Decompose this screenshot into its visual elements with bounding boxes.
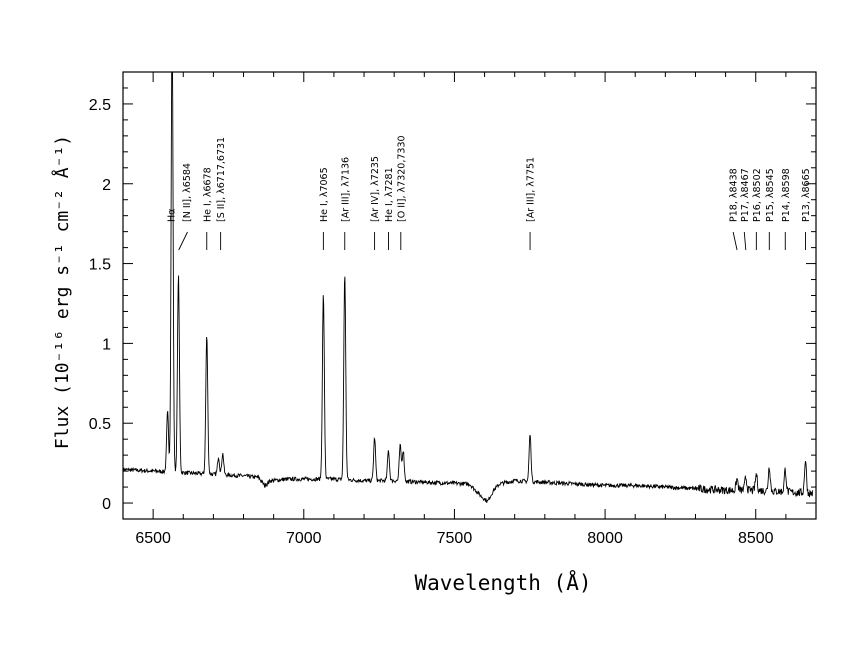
line-annotation: [Ar III], λ7751 [526,157,537,250]
line-annotation-label: [O II], λ7320,7330 [396,135,407,222]
y-tick-label: 0 [102,496,111,513]
y-tick-label: 1 [102,336,111,353]
line-annotation: He I, λ7065 [319,167,330,250]
line-annotation-label: He I, λ6678 [202,167,213,222]
line-annotation: [Ar III], λ7136 [340,157,351,250]
line-annotation-label: P17, λ8467 [740,168,751,222]
line-annotation: P16, λ8502 [752,168,763,250]
line-annotation-label: [N II], λ6584 [182,163,193,222]
y-tick-label: 2 [102,177,111,194]
x-tick-label: 7000 [286,530,322,547]
line-annotation-label: [Ar III], λ7136 [340,157,351,222]
plot-frame [122,71,817,520]
line-annotation: P14, λ8598 [781,168,792,250]
line-annotation: P18, λ8438 [729,168,740,251]
line-annotation: [Ar IV], λ7235 [370,156,381,250]
line-annotation-label: He I, λ7281 [384,167,395,222]
y-tick-label: 1.5 [89,257,111,274]
line-annotation: Hα [167,209,178,222]
y-tick-label: 2.5 [89,97,111,114]
line-annotation-label: P18, λ8438 [729,168,740,222]
y-tick-label: 0.5 [89,416,111,433]
x-tick-label: 6500 [135,530,171,547]
line-annotation-label: [Ar III], λ7751 [526,157,537,222]
line-annotation-label: P14, λ8598 [781,168,792,222]
x-tick-label: 8000 [587,530,623,547]
line-annotation-label: P13, λ8665 [801,168,812,222]
line-annotation: P17, λ8467 [740,168,751,251]
line-annotation-label: Hα [167,209,178,222]
line-annotation-label: P16, λ8502 [752,168,763,222]
line-annotation-tick [178,231,188,251]
line-annotation-label: [Ar IV], λ7235 [370,156,381,222]
line-annotation-tick [743,231,747,251]
line-annotation: [O II], λ7320,7330 [396,135,407,250]
line-annotation: P13, λ8665 [801,168,812,250]
line-annotation-tick [732,231,738,251]
axis-ticks [122,71,817,520]
line-annotation: [N II], λ6584 [178,163,193,251]
line-annotations: Hα [N II], λ6584 He I, λ6678 [S II], λ6717,… [167,135,812,251]
axis-tick-labels: 6500 7000 7500 8000 8500 0 0.5 1 1.5 2 2.5 [89,97,774,547]
x-tick-label: 7500 [437,530,473,547]
spectrum-line [123,72,814,504]
line-annotation: He I, λ7281 [384,167,395,250]
y-axis-label: Flux (10⁻¹⁶ erg s⁻¹ cm⁻² Å⁻¹) [51,135,73,449]
x-axis-label: Wavelength (Å) [414,569,591,595]
line-annotation-label: He I, λ7065 [319,167,330,222]
x-tick-label: 8500 [738,530,774,547]
line-annotation: He I, λ6678 [202,167,213,250]
line-annotation: [S II], λ6717,6731 [216,137,227,250]
line-annotation-label: P15, λ8545 [765,168,776,222]
line-annotation-label: [S II], λ6717,6731 [216,137,227,222]
line-annotation: P15, λ8545 [765,168,776,250]
